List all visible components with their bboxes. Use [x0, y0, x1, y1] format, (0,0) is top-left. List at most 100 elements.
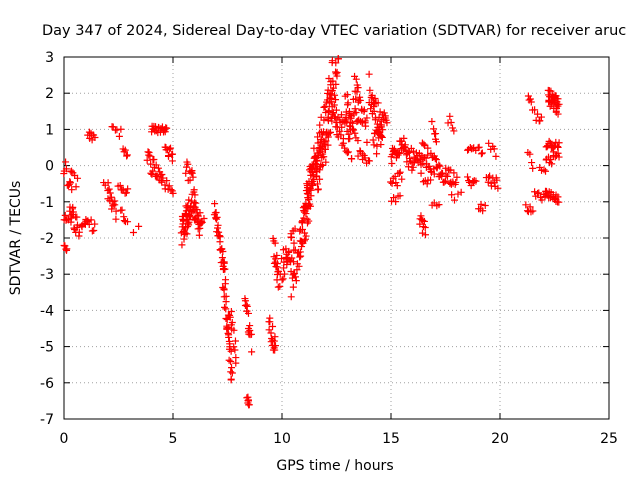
data-point — [301, 229, 309, 237]
data-point — [380, 109, 388, 117]
data-point — [154, 173, 162, 181]
data-point — [490, 145, 498, 153]
data-point — [555, 139, 563, 147]
data-point — [447, 118, 455, 126]
data-point — [528, 159, 536, 167]
data-point — [105, 185, 113, 193]
data-point — [307, 192, 315, 200]
data-point — [228, 319, 236, 327]
data-point — [395, 169, 403, 177]
data-point — [449, 124, 457, 132]
data-point — [186, 213, 194, 221]
data-point — [409, 147, 417, 155]
data-point — [194, 211, 202, 219]
data-point — [550, 148, 558, 156]
data-point — [112, 215, 120, 223]
data-point — [135, 222, 143, 230]
data-point — [222, 305, 230, 313]
data-point — [117, 125, 125, 133]
data-point — [452, 178, 460, 186]
data-point — [332, 106, 340, 114]
data-point — [212, 209, 220, 217]
data-point — [527, 98, 535, 106]
data-point — [554, 110, 562, 118]
data-point — [108, 205, 116, 213]
data-point — [185, 218, 193, 226]
data-point — [363, 138, 371, 146]
data-point — [301, 235, 309, 243]
data-point — [278, 276, 286, 284]
y-tick-label: 0 — [45, 159, 54, 175]
x-tick-label: 15 — [382, 431, 400, 447]
data-point — [421, 231, 429, 239]
data-point — [66, 178, 74, 186]
data-point — [332, 96, 340, 104]
data-point — [390, 145, 398, 153]
data-point — [478, 149, 486, 157]
data-point — [547, 156, 555, 164]
data-point — [428, 117, 436, 125]
data-point — [124, 185, 132, 193]
data-point — [167, 186, 175, 194]
data-point — [74, 174, 82, 182]
data-point — [401, 141, 409, 149]
data-point — [296, 248, 304, 256]
data-point — [373, 142, 381, 150]
data-point — [168, 157, 176, 165]
data-point — [193, 206, 201, 214]
data-point — [526, 95, 534, 103]
data-point — [537, 113, 545, 121]
data-point — [221, 280, 229, 288]
data-point — [542, 167, 550, 175]
data-point — [231, 346, 239, 354]
data-point — [274, 283, 282, 291]
data-point — [494, 184, 502, 192]
data-point — [154, 164, 162, 172]
data-point — [366, 86, 374, 94]
data-point — [230, 326, 238, 334]
data-point — [188, 197, 196, 205]
data-point — [387, 178, 395, 186]
data-point — [165, 182, 173, 190]
data-point — [322, 137, 330, 145]
data-point — [341, 144, 349, 152]
data-point — [288, 274, 296, 282]
data-point — [332, 80, 340, 88]
data-point — [351, 129, 359, 137]
data-point — [450, 169, 458, 177]
data-point — [314, 185, 322, 193]
data-point — [526, 150, 534, 158]
x-tick-label: 5 — [169, 431, 178, 447]
data-point — [418, 229, 426, 237]
data-point — [291, 273, 299, 281]
data-point — [538, 196, 546, 204]
data-point — [307, 165, 315, 173]
y-tick-label: -2 — [40, 231, 54, 247]
data-point — [305, 196, 313, 204]
data-point — [464, 173, 472, 181]
y-tick-label: 1 — [45, 122, 54, 138]
data-point — [169, 150, 177, 158]
data-point — [226, 313, 234, 321]
data-point — [554, 193, 562, 201]
y-tick-label: -5 — [40, 340, 54, 356]
data-points — [60, 55, 563, 409]
data-point — [334, 55, 342, 63]
data-point — [158, 170, 166, 178]
data-point — [227, 368, 235, 376]
data-point — [320, 153, 328, 161]
data-point — [287, 233, 295, 241]
data-point — [272, 255, 280, 263]
data-point — [111, 201, 119, 209]
data-point — [417, 169, 425, 177]
data-point — [417, 212, 425, 220]
data-point — [271, 342, 279, 350]
axis-ticks: -7 -6 -5 -4 -3 -2 -1 0 1 2 3 0 5 10 15 20 25 — [40, 50, 618, 447]
data-point — [325, 107, 333, 115]
data-point — [420, 217, 428, 225]
data-point — [144, 148, 152, 156]
data-point — [143, 156, 151, 164]
data-point — [273, 260, 281, 268]
data-point — [535, 189, 543, 197]
data-point — [327, 128, 335, 136]
